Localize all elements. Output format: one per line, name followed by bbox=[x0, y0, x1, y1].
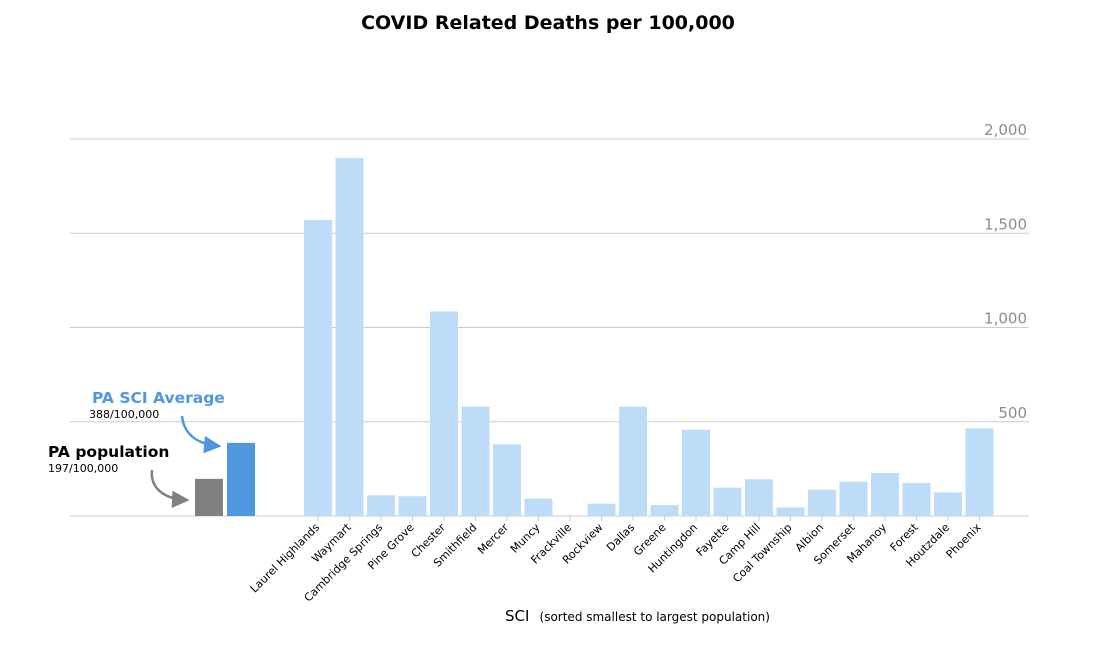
x-category-label: Mercer bbox=[475, 521, 511, 557]
x-axis-label-note: (sorted smallest to largest population) bbox=[540, 610, 770, 624]
bar-pine-grove bbox=[398, 496, 427, 516]
bar-albion bbox=[808, 489, 836, 516]
bar-phoenix bbox=[965, 428, 994, 516]
y-tick-label: 1,000 bbox=[984, 310, 1027, 328]
bars bbox=[195, 157, 994, 516]
bar-mahanoy bbox=[871, 473, 899, 516]
bar-houtzdale bbox=[934, 492, 962, 516]
pa-population-arrow bbox=[150, 469, 190, 509]
bar-camp-hill bbox=[745, 479, 773, 516]
x-axis-label-main: SCI bbox=[505, 607, 529, 625]
bar-fayette bbox=[713, 487, 742, 516]
pa-sci-average-value: 388/100,000 bbox=[89, 408, 159, 421]
pa-sci-average-label: PA SCI Average bbox=[92, 389, 225, 407]
pa-sci-average-arrow bbox=[180, 415, 222, 454]
y-tick-label: 500 bbox=[998, 404, 1027, 422]
bar-somerset bbox=[839, 481, 868, 516]
x-axis-label: SCI (sorted smallest to largest populati… bbox=[505, 606, 770, 625]
bar-waymart bbox=[335, 157, 364, 516]
bar-chester bbox=[430, 311, 458, 516]
bar-dallas bbox=[619, 406, 647, 516]
bar-smithfield bbox=[461, 406, 490, 516]
y-axis-ticks: 500 1,000 1,500 2,000 bbox=[984, 121, 1027, 422]
bar-muncy bbox=[524, 498, 553, 516]
chart-title: COVID Related Deaths per 100,000 bbox=[361, 12, 735, 34]
bar-laurel-highlands bbox=[304, 220, 332, 516]
bar-cambridge-springs bbox=[367, 495, 395, 516]
bar-coal-township bbox=[776, 507, 805, 516]
pa-sci-average-bar bbox=[227, 442, 255, 516]
pa-population-label: PA population bbox=[48, 443, 169, 461]
bar-greene bbox=[650, 505, 679, 516]
gridlines bbox=[70, 138, 1029, 517]
bar-mercer bbox=[493, 444, 521, 516]
y-tick-label: 1,500 bbox=[984, 215, 1027, 233]
y-tick-label: 2,000 bbox=[984, 121, 1027, 139]
pa-population-bar bbox=[195, 478, 223, 516]
bar-huntingdon bbox=[682, 429, 710, 516]
x-category-label: Phoenix bbox=[944, 521, 984, 561]
pa-population-value: 197/100,000 bbox=[48, 462, 118, 475]
bar-forest bbox=[902, 483, 931, 516]
bar-rockview bbox=[587, 503, 616, 516]
